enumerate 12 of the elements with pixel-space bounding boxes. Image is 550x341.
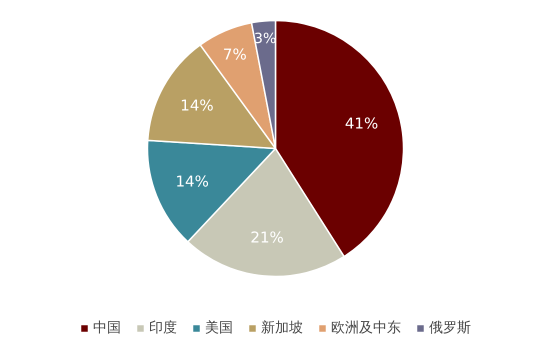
legend-label: 中国 bbox=[93, 319, 121, 337]
legend-label: 欧洲及中东 bbox=[331, 319, 401, 337]
data-label: 14% bbox=[176, 172, 209, 190]
legend-label: 新加坡 bbox=[261, 319, 303, 337]
legend-label: 美国 bbox=[205, 319, 233, 337]
data-label: 21% bbox=[250, 228, 284, 247]
legend-label: 印度 bbox=[149, 319, 177, 337]
data-label: 7% bbox=[222, 45, 247, 64]
data-label: 14% bbox=[180, 96, 214, 114]
legend-label: 俄罗斯 bbox=[429, 319, 471, 337]
data-label: 41% bbox=[344, 114, 378, 132]
data-label: 3% bbox=[254, 30, 276, 47]
